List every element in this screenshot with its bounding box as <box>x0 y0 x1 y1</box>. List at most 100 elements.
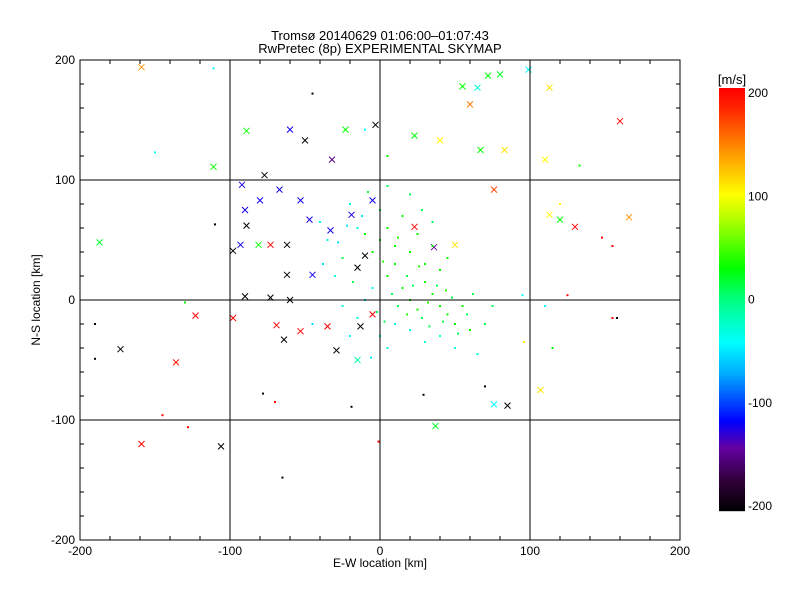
colorbar-swatch <box>719 485 745 487</box>
colorbar-swatch <box>719 130 745 132</box>
cross-marker <box>217 443 225 450</box>
colorbar-swatch <box>719 186 745 188</box>
colorbar-swatch <box>719 433 745 435</box>
colorbar-swatch <box>719 212 745 214</box>
colorbar-swatch <box>719 414 745 416</box>
colorbar-swatch <box>719 164 745 166</box>
dot-marker <box>439 335 441 337</box>
colorbar-swatch <box>719 465 745 467</box>
dot-marker <box>341 257 344 259</box>
colorbar-swatch <box>719 396 745 398</box>
cross-marker <box>333 347 340 354</box>
cross-marker <box>328 156 336 163</box>
dot-marker <box>469 329 471 331</box>
colorbar-swatch <box>719 339 745 341</box>
cross-marker <box>537 386 544 394</box>
colorbar-swatch <box>719 133 745 135</box>
cross-marker <box>525 66 532 73</box>
cross-stroke <box>342 126 349 133</box>
colorbar-swatch <box>719 92 745 94</box>
colorbar-swatch <box>719 372 745 374</box>
colorbar-swatch <box>719 429 745 431</box>
colorbar-swatch <box>719 455 745 457</box>
colorbar-swatch <box>719 174 745 176</box>
colorbar-swatch <box>719 264 745 266</box>
cross-marker <box>372 121 379 129</box>
colorbar-swatch <box>719 268 745 270</box>
colorbar-swatch <box>719 302 745 304</box>
colorbar-swatch <box>719 437 745 439</box>
colorbar-swatch <box>719 254 745 256</box>
dot-marker <box>382 260 384 263</box>
colorbar-swatch <box>719 146 745 148</box>
colorbar-swatch <box>719 274 745 276</box>
dot-marker <box>424 341 426 343</box>
cross-marker <box>117 345 124 353</box>
colorbar-swatch <box>719 325 745 327</box>
dot-marker <box>521 294 524 297</box>
cross-marker <box>451 241 459 249</box>
colorbar-swatch <box>719 417 745 419</box>
colorbar-swatch <box>719 354 745 356</box>
colorbar-swatch <box>719 307 745 309</box>
dot-marker <box>397 305 399 307</box>
colorbar-swatch <box>719 233 745 235</box>
colorbar-swatch <box>719 262 745 264</box>
colorbar-swatch <box>719 219 745 221</box>
colorbar-swatch <box>719 241 745 243</box>
dot-marker <box>394 245 396 247</box>
colorbar-swatch <box>719 188 745 190</box>
colorbar-swatch <box>719 324 745 326</box>
colorbar-swatch <box>719 476 745 478</box>
colorbar-swatch <box>719 213 745 215</box>
colorbar-swatch <box>719 218 745 220</box>
colorbar-swatch <box>719 103 745 105</box>
colorbar-swatch <box>719 126 745 128</box>
colorbar-swatch <box>719 247 745 249</box>
cross-marker <box>411 132 418 139</box>
cross-stroke <box>372 121 379 129</box>
colorbar-swatch <box>719 136 745 138</box>
colorbar-swatch <box>719 360 745 362</box>
colorbar-swatch <box>719 481 745 483</box>
colorbar-swatch <box>719 101 745 103</box>
dot-marker <box>349 203 351 205</box>
colorbar-swatch <box>719 422 745 424</box>
colorbar-swatch <box>719 209 745 211</box>
cross-marker <box>255 241 262 249</box>
cross-marker <box>484 72 492 79</box>
cross-stroke <box>327 227 334 234</box>
colorbar-swatch <box>719 269 745 271</box>
dot-marker <box>616 317 618 319</box>
axis-ticks <box>79 59 681 541</box>
colorbar-swatch <box>719 194 745 196</box>
colorbar-swatch <box>719 419 745 421</box>
colorbar-swatch <box>719 249 745 251</box>
colorbar-swatch <box>719 453 745 455</box>
colorbar-swatch <box>719 426 745 428</box>
cross-marker <box>436 137 444 144</box>
colorbar-swatch <box>719 409 745 411</box>
cross-marker <box>273 321 280 329</box>
cross-stroke <box>496 71 504 78</box>
colorbar-swatch <box>719 337 745 339</box>
colorbar-swatch <box>719 347 745 349</box>
colorbar-swatch <box>719 369 745 371</box>
cross-stroke <box>301 137 309 144</box>
colorbar-swatch <box>719 449 745 451</box>
colorbar-swatch <box>719 410 745 412</box>
colorbar-swatch <box>719 198 745 200</box>
cross-stroke <box>255 241 262 249</box>
colorbar-swatch <box>719 168 745 170</box>
colorbar-swatch <box>719 366 745 368</box>
colorbar-swatch <box>719 318 745 320</box>
colorbar-swatch <box>719 340 745 342</box>
colorbar-swatch <box>719 353 745 355</box>
dot-marker <box>601 236 603 239</box>
colorbar-swatch <box>719 88 745 90</box>
colorbar-swatch <box>719 91 745 93</box>
cross-marker <box>369 197 376 204</box>
dot-marker <box>454 323 456 325</box>
x-tick-label: -200 <box>68 544 92 558</box>
x-tick-label: -100 <box>218 544 242 558</box>
